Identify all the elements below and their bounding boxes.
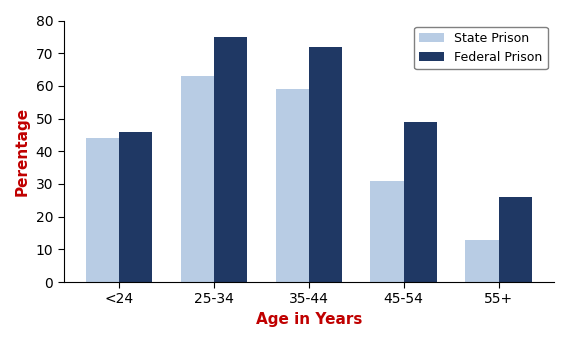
X-axis label: Age in Years: Age in Years [255, 312, 362, 327]
Bar [465, 239, 498, 282]
Bar [119, 132, 152, 282]
Bar [498, 197, 531, 282]
Bar [403, 122, 437, 282]
Legend: State Prison, Federal Prison: State Prison, Federal Prison [414, 27, 548, 69]
Bar [275, 89, 309, 282]
Bar [181, 76, 214, 282]
Y-axis label: Perentage: Perentage [15, 107, 30, 196]
Bar [370, 181, 403, 282]
Bar [86, 138, 119, 282]
Bar [309, 47, 342, 282]
Bar [214, 37, 247, 282]
